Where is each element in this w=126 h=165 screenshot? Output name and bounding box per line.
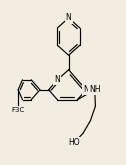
Text: NH: NH — [89, 85, 101, 94]
Text: HO: HO — [68, 138, 80, 147]
Text: N: N — [66, 14, 71, 22]
Text: N: N — [83, 85, 89, 94]
Text: N: N — [55, 75, 60, 84]
Text: F3C: F3C — [11, 107, 25, 113]
